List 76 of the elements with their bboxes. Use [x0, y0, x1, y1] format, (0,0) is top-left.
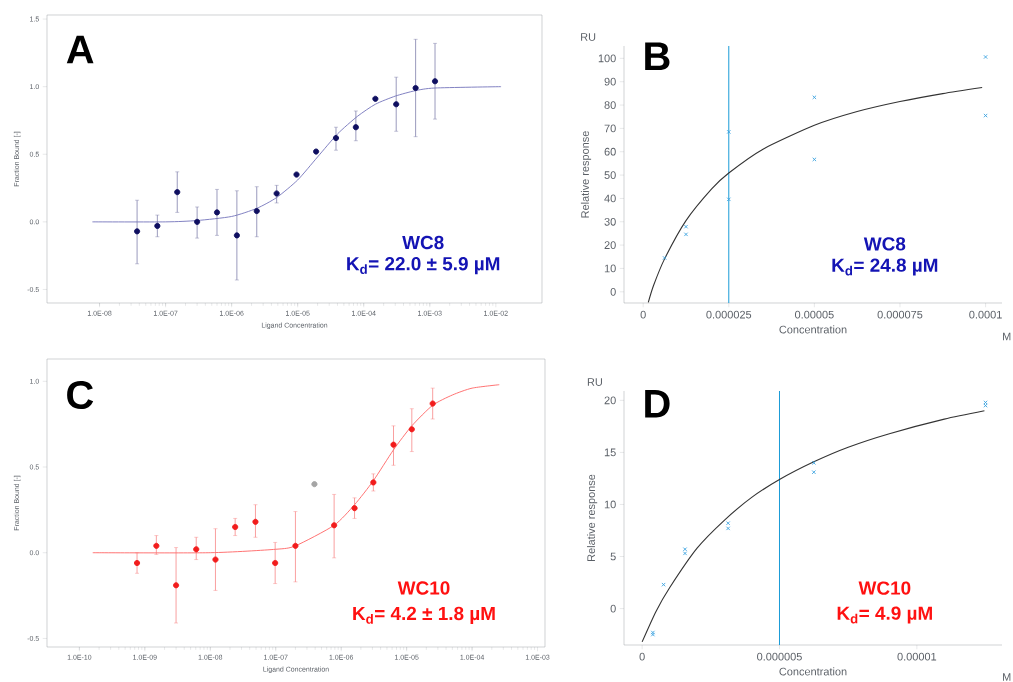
annotation: A — [66, 35, 94, 64]
y-tick-label: 20 — [604, 241, 616, 249]
point — [726, 197, 731, 202]
x-tick-label: 0.000025 — [706, 310, 752, 319]
point — [726, 129, 731, 135]
point — [811, 460, 816, 465]
point — [352, 124, 359, 131]
y-tick-label: 60 — [604, 147, 616, 156]
point — [983, 54, 988, 60]
point — [682, 551, 688, 556]
y-tick-label: 50 — [604, 171, 616, 179]
point — [812, 95, 817, 100]
y-tick-label: 90 — [604, 77, 616, 86]
x-tick-label: 0.000005 — [757, 652, 802, 661]
y-axis-title: Relative response — [580, 131, 592, 218]
y-tick-label: 0 — [610, 604, 616, 613]
point — [194, 218, 201, 225]
point — [812, 157, 817, 162]
annotation: WC10 — [397, 581, 450, 595]
annotation: WC8 — [402, 235, 444, 250]
point — [725, 521, 731, 526]
point — [154, 222, 161, 229]
point — [134, 228, 141, 235]
y-tick-label: 15 — [604, 448, 616, 457]
x-tick-label: 0 — [640, 310, 646, 319]
annotation: K$_{d}$= 4.9 µM — [837, 606, 932, 624]
annotation: D — [645, 390, 670, 418]
x-tick-label: 0.0001 — [969, 310, 1002, 319]
point — [983, 403, 988, 408]
text: M — [1003, 332, 1011, 341]
text: M — [1003, 673, 1011, 681]
line-series — [647, 86, 983, 303]
x-tick-label: 0 — [639, 652, 645, 661]
point — [983, 400, 988, 405]
point — [683, 224, 689, 229]
y-tick-label: 20 — [604, 396, 616, 405]
annotation: WC10 — [858, 581, 911, 595]
y-tick-label: 30 — [604, 217, 616, 226]
point — [431, 78, 439, 85]
y-tick-label: 100 — [598, 54, 616, 63]
y-axis-title: Relative response — [586, 474, 598, 561]
point — [661, 582, 666, 587]
point — [412, 84, 419, 92]
x-tick-label: 0.00001 — [897, 652, 937, 661]
x-axis-title: Concentration — [779, 667, 847, 676]
y-tick-label: 10 — [604, 500, 616, 509]
annotation: C — [67, 380, 94, 410]
point — [725, 526, 731, 531]
point — [253, 208, 260, 215]
y-tick-label: 40 — [604, 194, 616, 203]
point — [233, 232, 240, 239]
y-tick-label: 10 — [604, 264, 616, 273]
annotation: K$_{d}$= 22.0 ± 5.9 µM — [347, 256, 500, 275]
text: RU — [581, 33, 596, 41]
y-tick-label: 0 — [610, 287, 616, 296]
x-tick-label: 0.00005 — [794, 310, 834, 319]
annotation: B — [645, 42, 670, 70]
y-tick-label: 5 — [610, 552, 616, 561]
y-tick-label: 80 — [604, 101, 616, 109]
point — [811, 470, 816, 475]
point — [983, 113, 988, 118]
annotation: K$_{d}$= 4.2 ± 1.8 µM — [353, 606, 495, 624]
x-tick-label: 0.000075 — [877, 310, 923, 319]
point — [174, 189, 181, 196]
text: RU — [587, 378, 602, 386]
point — [332, 134, 340, 142]
point — [273, 190, 280, 197]
point — [683, 232, 689, 237]
point — [682, 547, 688, 552]
point — [662, 255, 667, 261]
point — [213, 209, 221, 216]
point — [393, 101, 400, 108]
annotation: K$_{d}$= 24.8 µM — [832, 258, 938, 276]
annotation: WC8 — [863, 237, 906, 251]
y-tick-label: 70 — [604, 124, 616, 133]
x-axis-title: Concentration — [779, 325, 847, 334]
